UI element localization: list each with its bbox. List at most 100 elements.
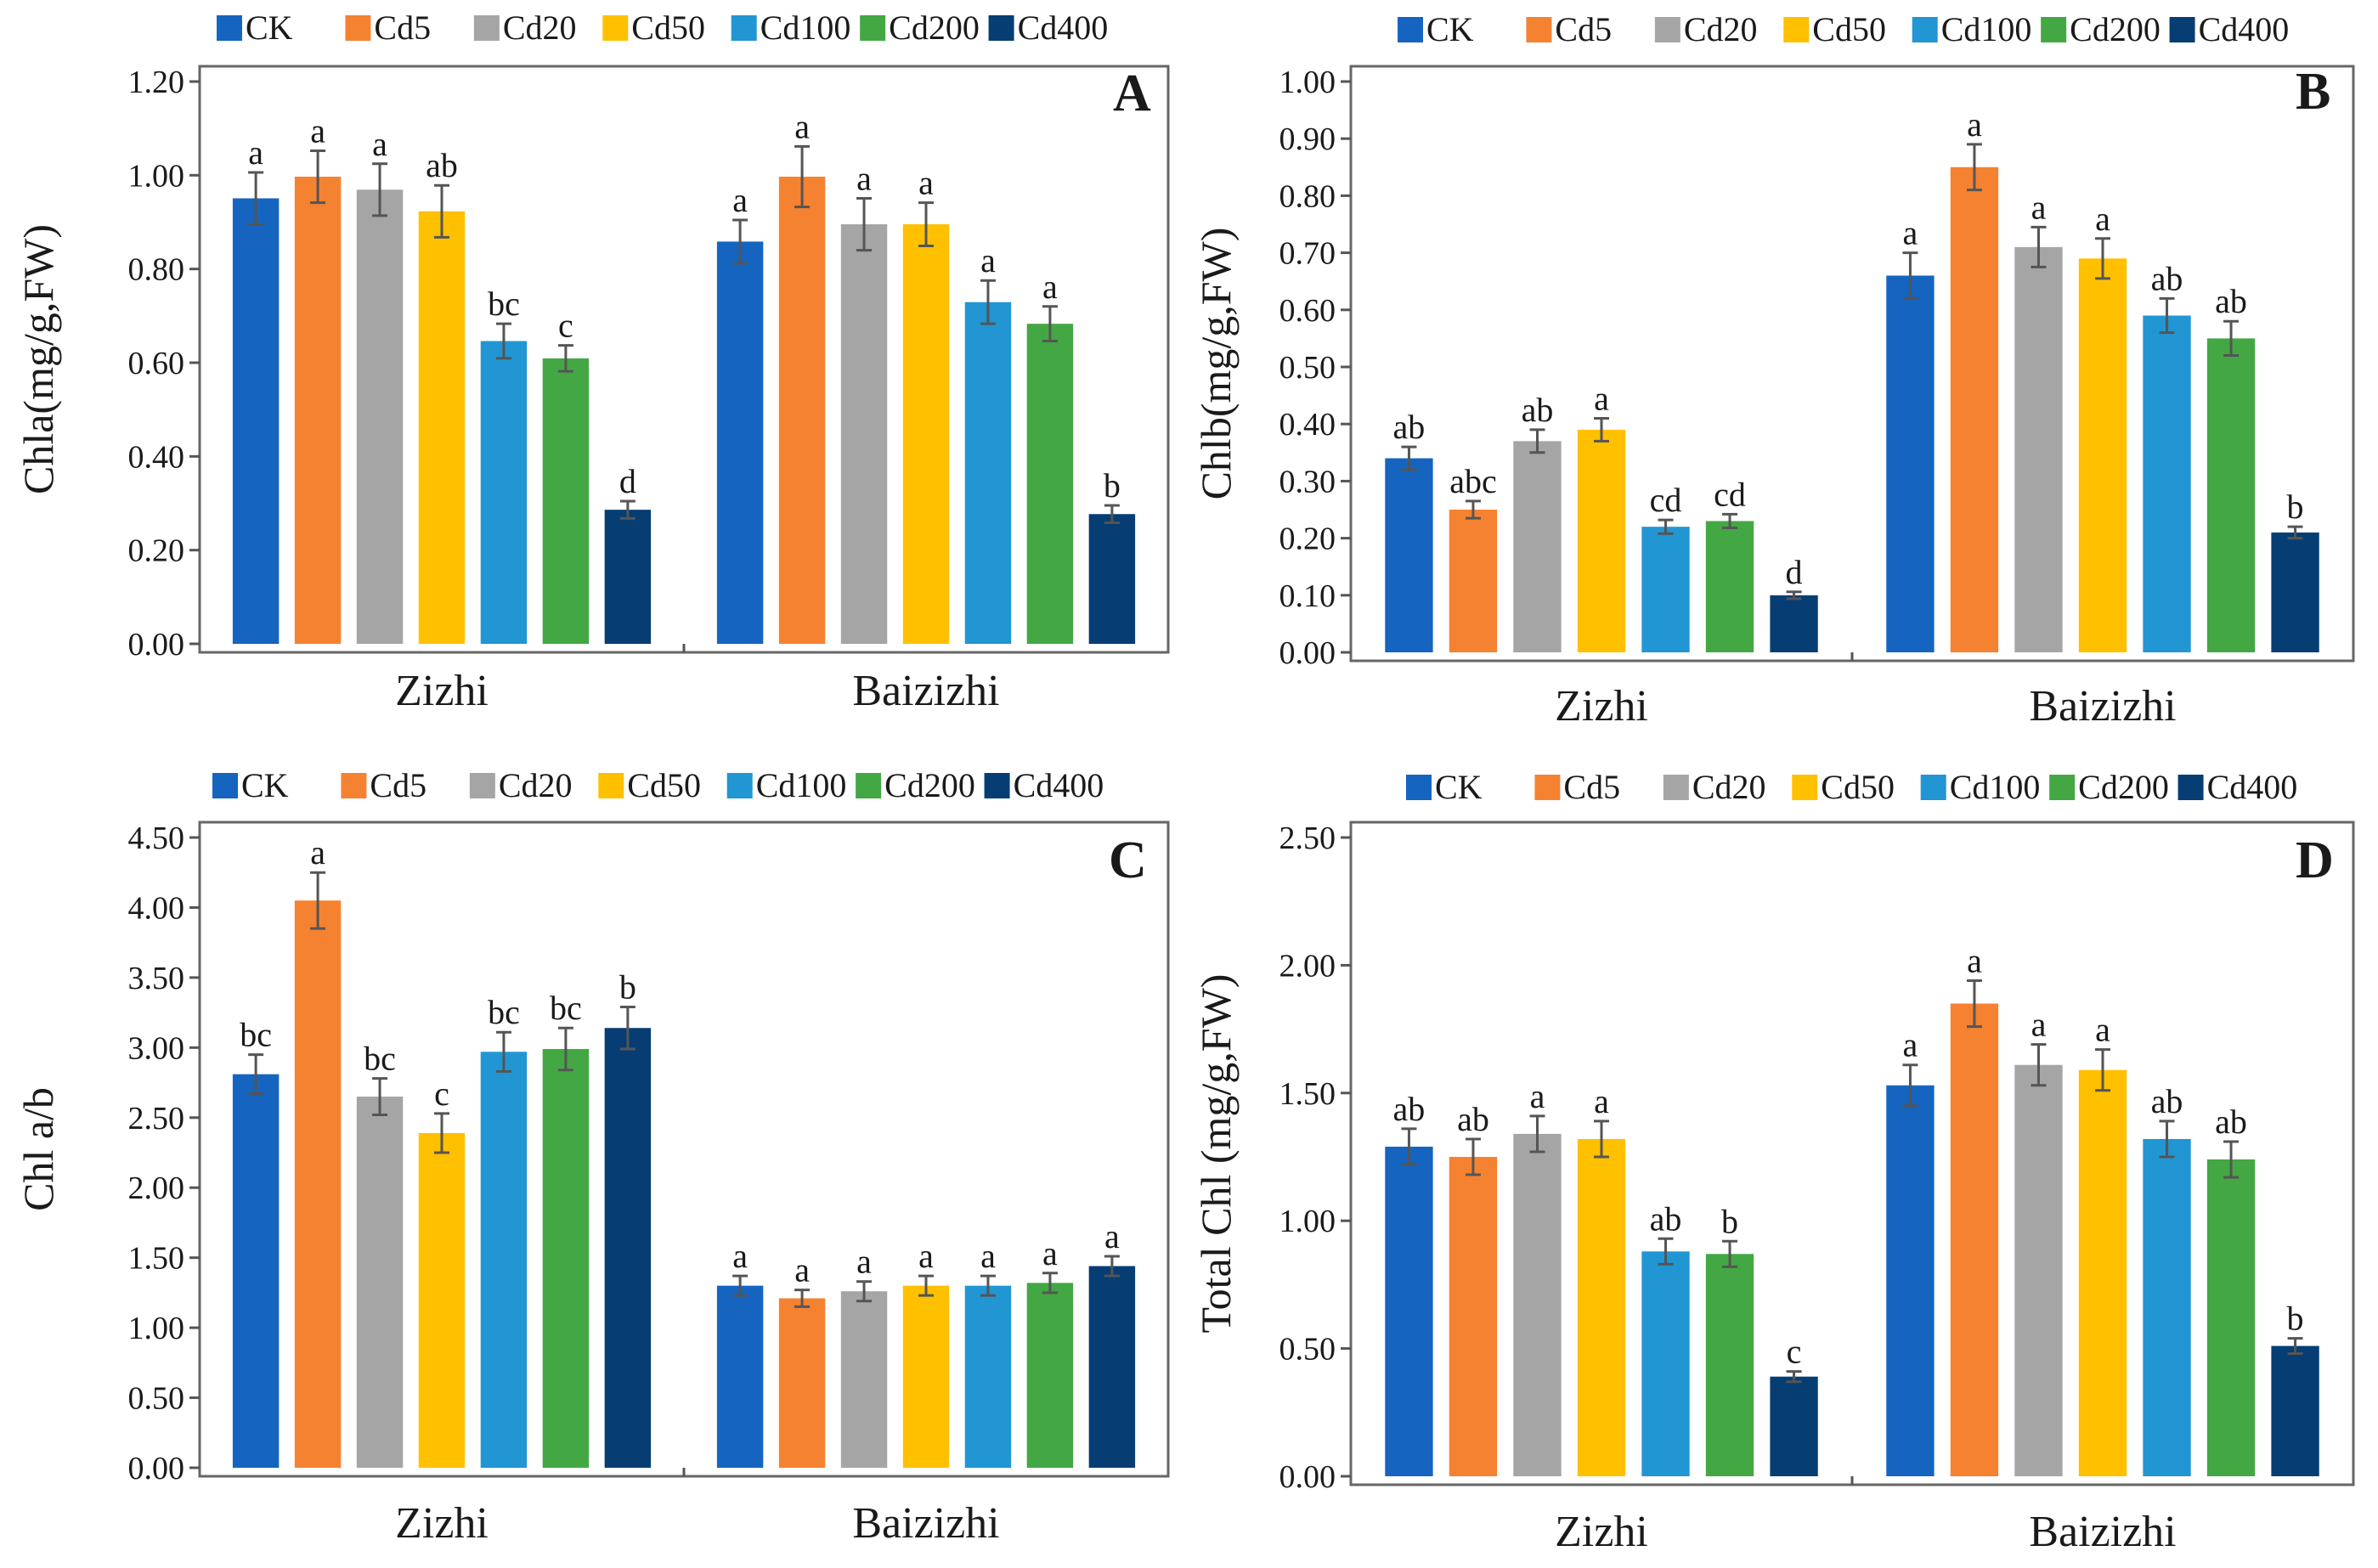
significance-label: ab [1457, 1100, 1489, 1138]
legend-swatch-cd400 [988, 15, 1014, 41]
significance-label: bc [550, 989, 582, 1027]
bar-cd50-zizhi [1577, 429, 1626, 652]
panel-a-legend: CK Cd5 Cd20 Cd50 Cd100 Cd200 Cd400 [217, 8, 1108, 47]
panel-d-letter: D [2296, 832, 2334, 889]
bar-cd20-zizhi [1513, 441, 1562, 652]
legend-swatch-cd20 [473, 15, 500, 41]
bar-cd100-zizhi [1641, 527, 1690, 652]
bar-cd50-baizizhi [2078, 258, 2127, 652]
legend-label-cd400: Cd400 [1014, 766, 1104, 804]
legend-label-cd5: Cd5 [1555, 10, 1612, 48]
x-category-label: Baizizhi [852, 1499, 999, 1548]
legend-label-cd100: Cd100 [1941, 10, 2032, 48]
bar-cd50-baizizhi [902, 1285, 950, 1468]
legend-swatch-cd20 [1663, 775, 1689, 800]
legend-swatch-cd400 [2177, 775, 2204, 800]
significance-label: bc [488, 285, 520, 323]
significance-label: ab [2215, 282, 2247, 320]
x-category-label: Baizizhi [852, 667, 999, 715]
legend-swatch-cd200 [2041, 17, 2067, 42]
significance-label: ab [2215, 1103, 2247, 1141]
legend-swatch-ck [1406, 775, 1432, 800]
y-tick-label: 1.00 [1279, 65, 1336, 100]
significance-label: a [980, 241, 996, 279]
legend-swatch-cd50 [1792, 775, 1818, 800]
significance-label: d [619, 462, 636, 500]
bar-cd5-baizizhi [778, 1298, 826, 1468]
panel-a-frame [198, 65, 1170, 654]
bar-cd50-baizizhi [902, 224, 950, 644]
significance-label: a [1530, 1077, 1545, 1115]
legend-label-cd50: Cd50 [627, 766, 701, 804]
significance-label: b [1104, 466, 1121, 505]
significance-label: a [310, 111, 325, 149]
panel-c-legend: CK Cd5 Cd20 Cd50 Cd100 Cd200 Cd400 [212, 766, 1104, 804]
legend-swatch-cd5 [1534, 775, 1561, 800]
bar-cd50-baizizhi [2078, 1069, 2127, 1476]
significance-label: ab [1522, 391, 1554, 429]
legend-label-cd400: Cd400 [2199, 10, 2290, 48]
bar-cd400-zizhi [1770, 595, 1818, 652]
y-tick-label: 0.70 [1279, 236, 1336, 272]
legend-label-cd400: Cd400 [2207, 768, 2298, 806]
significance-label: a [310, 833, 325, 871]
panel-a-letter: A [1113, 65, 1151, 122]
significance-label: ab [2151, 1082, 2183, 1120]
legend-swatch-cd100 [1912, 17, 1938, 42]
y-tick-label: 2.50 [1279, 821, 1336, 856]
significance-label: a [856, 1243, 872, 1281]
bar-cd200-baizizhi [1026, 1283, 1074, 1468]
significance-label: a [2095, 200, 2110, 238]
y-tick-label: 1.00 [128, 1311, 185, 1346]
x-category-label: Baizizhi [2029, 682, 2176, 730]
significance-label: ab [2151, 259, 2183, 297]
legend-swatch-cd50 [602, 15, 629, 41]
significance-label: ab [1393, 408, 1426, 446]
legend-swatch-cd5 [341, 773, 367, 798]
panel-d-legend: CK Cd5 Cd20 Cd50 Cd100 Cd200 Cd400 [1406, 768, 2297, 806]
y-tick-label: 2.50 [128, 1101, 185, 1137]
legend-swatch-cd20 [469, 773, 495, 798]
bar-ck-baizizhi [1886, 1085, 1935, 1476]
y-tick-label: 1.50 [1279, 1076, 1336, 1112]
significance-label: a [2031, 1006, 2047, 1044]
y-tick-label: 1.50 [128, 1241, 185, 1277]
legend-swatch-cd50 [598, 773, 624, 798]
significance-label: c [434, 1074, 449, 1113]
bar-cd20-zizhi [356, 189, 404, 645]
bar-cd200-zizhi [1705, 1254, 1754, 1476]
y-tick-label: 3.00 [128, 1030, 185, 1066]
y-tick-label: 0.60 [128, 346, 185, 381]
panel-c-letter: C [1109, 832, 1147, 889]
significance-label: d [1786, 553, 1803, 591]
panel-d: CK Cd5 Cd20 Cd50 Cd100 Cd200 Cd400 0.00 0.50 1.00… [1192, 768, 2355, 1556]
y-tick-label: 0.00 [128, 627, 185, 663]
legend-label-cd400: Cd400 [1018, 8, 1109, 47]
bar-cd20-baizizhi [840, 1291, 888, 1468]
y-tick-label: 2.00 [1279, 948, 1336, 984]
bar-cd20-zizhi [356, 1097, 404, 1468]
bar-cd400-baizizhi [2271, 1345, 2319, 1476]
bar-ck-zizhi [1385, 1146, 1433, 1476]
y-tick-label: 0.50 [1279, 1332, 1336, 1368]
significance-label: a [1594, 379, 1609, 417]
y-tick-label: 3.50 [128, 961, 185, 996]
panel-a-y-axis-label: Chla(mg/g,FW) [14, 224, 62, 494]
legend-label-cd20: Cd20 [1684, 10, 1758, 48]
legend-swatch-cd50 [1783, 17, 1810, 42]
y-tick-label: 0.20 [1279, 522, 1336, 557]
bar-cd200-zizhi [542, 358, 590, 644]
bar-cd20-zizhi [1513, 1133, 1562, 1476]
significance-label: a [248, 133, 263, 172]
legend-swatch-cd100 [726, 773, 753, 798]
legend-swatch-cd100 [731, 15, 757, 41]
significance-label: cd [1650, 481, 1682, 519]
significance-label: b [2287, 1300, 2304, 1338]
y-tick-label: 0.80 [128, 252, 185, 288]
legend-label-ck: CK [241, 766, 289, 804]
bar-cd5-zizhi [1449, 1157, 1498, 1476]
y-tick-label: 0.40 [1279, 407, 1336, 443]
bar-cd400-zizhi [604, 510, 652, 644]
legend-label-cd200: Cd200 [884, 766, 975, 804]
